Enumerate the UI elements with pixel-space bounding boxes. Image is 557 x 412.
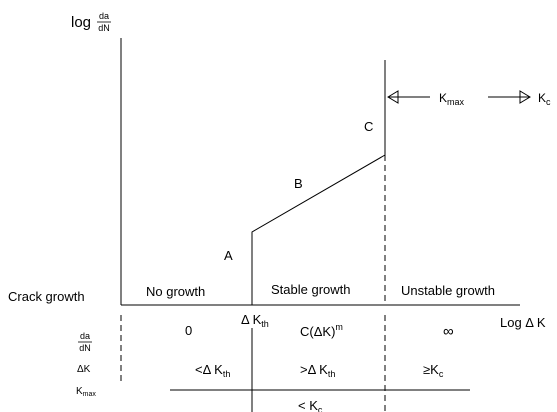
row3-value-2: < Kc	[298, 398, 323, 412]
row2-value-3: ≥Kc	[423, 362, 444, 379]
kmax-arrowhead	[387, 90, 399, 104]
region-no-growth: No growth	[146, 284, 205, 299]
x-axis-label: Log Δ K	[500, 315, 546, 330]
row1-value-2: C(ΔK)m	[300, 322, 343, 339]
row2-value-2: >Δ Kth	[300, 362, 335, 379]
kc-arrowhead	[519, 90, 531, 104]
growth-curve	[251, 60, 386, 305]
row2-value-1: <Δ Kth	[195, 362, 230, 379]
y-axis-frac-num: da	[99, 11, 109, 21]
point-b-label: B	[294, 176, 303, 191]
point-c-label: C	[364, 119, 373, 134]
row1-frac-num: da	[80, 331, 90, 341]
threshold-label: Δ Kth	[241, 312, 269, 329]
y-axis-frac-den: dN	[98, 23, 110, 33]
crack-growth-label: Crack growth	[8, 289, 85, 304]
region-stable-growth: Stable growth	[271, 282, 351, 297]
row2-label: ΔK	[77, 364, 91, 375]
row1-value-1: 0	[185, 323, 192, 338]
row3-label: Kmax	[76, 386, 96, 398]
y-axis-log: log	[71, 14, 91, 31]
point-a-label: A	[224, 248, 233, 263]
kmax-label-k: Kmax	[439, 91, 465, 107]
row1-value-3: ∞	[443, 323, 454, 340]
row1-frac-den: dN	[79, 343, 91, 353]
kc-label: Kc	[538, 91, 551, 107]
region-unstable-growth: Unstable growth	[401, 283, 495, 298]
